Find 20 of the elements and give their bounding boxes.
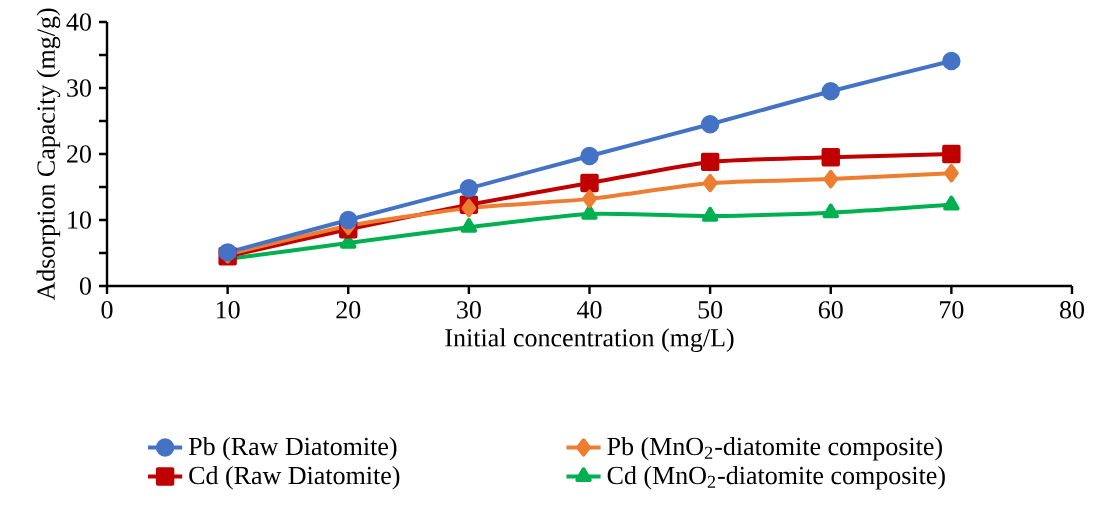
legend-label: Cd (Raw Diatomite) bbox=[189, 465, 400, 490]
x-tick-label: 80 bbox=[1059, 301, 1084, 319]
y-axis-title: Adsorption Capacity (mg/g) bbox=[36, 8, 61, 301]
y-tick-label: 10 bbox=[68, 211, 91, 229]
y-tick-label: 20 bbox=[67, 145, 91, 163]
x-tick-label: 70 bbox=[940, 301, 964, 319]
y-tick-label: 30 bbox=[67, 79, 91, 97]
x-tick-label: 40 bbox=[577, 301, 602, 319]
x-tick-label: 10 bbox=[216, 301, 240, 319]
x-tick-label: 0 bbox=[101, 301, 113, 319]
y-tick-label: 0 bbox=[79, 277, 91, 295]
x-tick-label: 60 bbox=[818, 301, 843, 319]
legend-label: Pb (Raw Diatomite) bbox=[188, 436, 397, 461]
x-tick-label: 50 bbox=[698, 301, 723, 319]
x-axis-title: Initial concentration (mg/L) bbox=[445, 328, 734, 352]
legend-label: Cd (MnO$_{2}$-diatomite composite) bbox=[607, 465, 945, 490]
y-tick-label: 40 bbox=[66, 13, 91, 31]
legend-label: Pb (MnO$_{2}$-diatomite composite) bbox=[607, 436, 942, 461]
x-tick-label: 30 bbox=[457, 301, 481, 319]
x-tick-label: 20 bbox=[336, 301, 361, 319]
